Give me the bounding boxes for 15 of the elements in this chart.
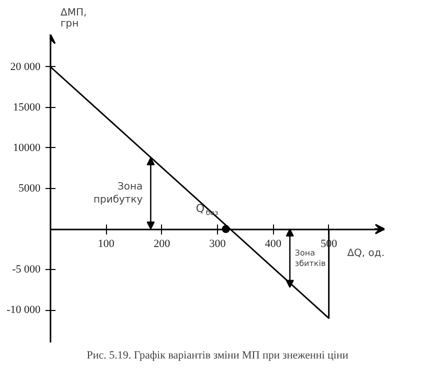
x-tick-label: 100 — [98, 238, 115, 250]
x-tick-label: 300 — [209, 238, 226, 250]
x-axis-title: ΔQ, од. — [347, 248, 384, 260]
annotation: Зона прибутку — [93, 181, 143, 206]
x-tick-label: 200 — [154, 238, 171, 250]
y-tick-label: 5000 — [18, 182, 41, 194]
y-tick-label: 15000 — [13, 101, 41, 114]
y-tick-label: 10000 — [13, 142, 41, 154]
annotation: Зона збитків — [294, 248, 326, 268]
x-tick-label: 400 — [264, 238, 282, 250]
y-tick-label: 20 000 — [10, 60, 41, 73]
text: Рис. 5.19. Графік варіантів зміни МП при знеженні ціни — [86, 350, 348, 362]
y-axis-title: ΔМП, грн — [60, 8, 87, 30]
y-tick-label: -5 000 — [12, 264, 41, 276]
y-tick-label: -10 000 — [6, 304, 41, 316]
